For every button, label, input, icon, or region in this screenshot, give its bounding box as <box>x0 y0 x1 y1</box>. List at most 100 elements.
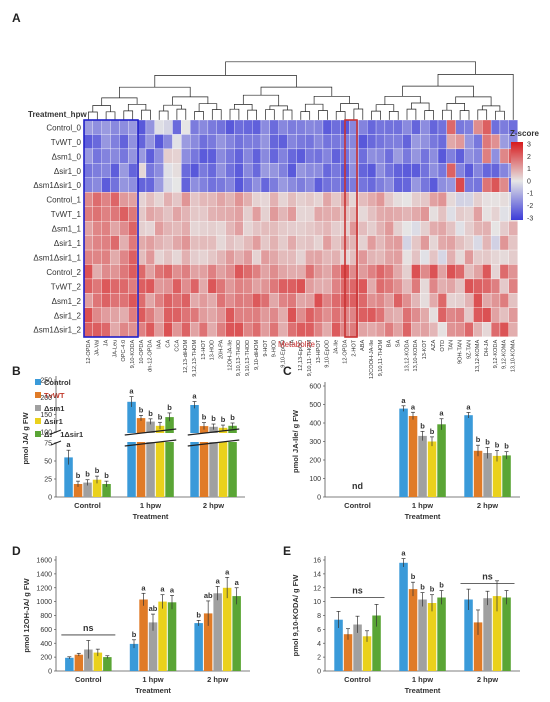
heatmap-cell <box>490 307 501 323</box>
column-label: 12OH-JA-Ile <box>227 340 233 371</box>
heatmap-cell <box>260 264 271 280</box>
heatmap-cell <box>198 235 209 251</box>
significance-letter: a <box>439 409 444 418</box>
significance-letter: a <box>225 567 230 576</box>
heatmap-cell <box>243 322 253 337</box>
heatmap-cell <box>411 293 421 308</box>
heatmap-cell <box>128 307 138 323</box>
column-label: 20H-PA <box>219 340 225 359</box>
heatmap-cell <box>145 322 155 337</box>
heatmap-cell <box>490 322 501 337</box>
bar <box>483 453 492 497</box>
heatmap-cell <box>163 206 173 222</box>
heatmap-cell <box>216 322 226 337</box>
heatmap-cell <box>482 119 492 135</box>
heatmap-cell <box>101 177 111 193</box>
row-label: Δsir1_2 <box>54 311 82 320</box>
heatmap-cell <box>163 322 173 337</box>
row-label: Control_1 <box>46 196 81 205</box>
y-tick-label: 50 <box>44 459 52 466</box>
heatmap-cell <box>154 235 164 251</box>
heatmap-cell <box>446 307 456 323</box>
significance-letter: b <box>476 435 481 444</box>
heatmap-cell <box>482 177 492 193</box>
column-label: 9Z-TAN <box>466 340 472 359</box>
significance-letter: b <box>104 471 109 480</box>
heatmap-cell <box>269 119 279 135</box>
heatmap-cell <box>446 206 456 222</box>
heatmap-cell <box>243 220 253 236</box>
heatmap-cell <box>499 134 509 150</box>
heatmap-cell <box>358 192 368 207</box>
heatmap-cell <box>375 163 386 178</box>
heatmap-cell <box>322 177 332 193</box>
legend-swatch <box>35 405 41 411</box>
heatmap-cell <box>358 206 368 222</box>
bar <box>399 408 408 497</box>
bar <box>127 401 136 497</box>
y-tick-label: 400 <box>309 421 321 428</box>
heatmap-cell <box>207 177 217 193</box>
heatmap-cell <box>145 235 155 251</box>
heatmap-cell <box>296 278 306 294</box>
bar <box>83 482 92 497</box>
y-tick-label: 1000 <box>36 599 52 606</box>
heatmap-cell <box>499 322 509 337</box>
heatmap-cell <box>464 192 474 207</box>
heatmap-cell <box>145 278 155 294</box>
y-tick-label: 400 <box>40 641 52 648</box>
significance-letter: a <box>160 585 165 594</box>
heatmap-cell <box>145 163 155 178</box>
heatmap-cell <box>128 134 138 150</box>
heatmap-cell <box>260 148 271 164</box>
heatmap-cell <box>110 148 120 164</box>
heatmap-cell <box>464 220 474 236</box>
heatmap-cell <box>499 177 509 193</box>
axis-break-gap <box>125 433 176 442</box>
heatmap-cell <box>358 293 368 308</box>
heatmap-cell <box>428 264 439 280</box>
heatmap-cell <box>508 322 518 337</box>
heatmap-cell <box>482 134 492 150</box>
significance-letter: b <box>439 581 444 590</box>
heatmap-cell <box>83 235 94 251</box>
heatmap-cell <box>101 163 111 178</box>
heatmap-cell <box>234 163 244 178</box>
heatmap-cell <box>393 220 403 236</box>
column-label: 2-HOT <box>351 339 357 356</box>
heatmap-cell <box>172 134 182 150</box>
heatmap-cell <box>428 148 439 164</box>
heatmap-cell <box>198 249 209 265</box>
heatmap-cell <box>198 307 209 323</box>
heatmap-cell <box>128 278 138 294</box>
heatmap-cell <box>163 278 173 294</box>
heatmap-cell <box>216 278 226 294</box>
heatmap-cell <box>358 278 368 294</box>
heatmap-cell <box>331 206 341 222</box>
heatmap-cell <box>154 249 164 265</box>
heatmap-cell <box>163 134 173 150</box>
axis-break-gap <box>52 433 60 442</box>
heatmap-cell <box>287 134 297 150</box>
heatmap-cell <box>393 278 403 294</box>
heatmap-cell <box>420 220 430 236</box>
y-tick-label: 200 <box>309 458 321 465</box>
heatmap-cell <box>172 119 182 135</box>
bar <box>167 602 177 671</box>
heatmap-cell <box>119 322 129 337</box>
y-axis-label: pmol 9,10-KODA/ g FW <box>291 574 300 657</box>
zscore-tick-label: 3 <box>527 142 531 149</box>
heatmap-cell <box>92 163 102 178</box>
heatmap-cell <box>384 278 394 294</box>
heatmap-cell <box>251 278 262 294</box>
heatmap-cell <box>207 119 217 135</box>
bar <box>129 643 139 671</box>
heatmap-cell <box>455 220 465 236</box>
heatmap-cell <box>375 278 386 294</box>
heatmap-cell <box>322 119 332 135</box>
column-label: 13-KOT <box>422 339 428 359</box>
heatmap-cell <box>278 278 288 294</box>
heatmap-cell <box>198 278 209 294</box>
heatmap-cell <box>110 206 120 222</box>
